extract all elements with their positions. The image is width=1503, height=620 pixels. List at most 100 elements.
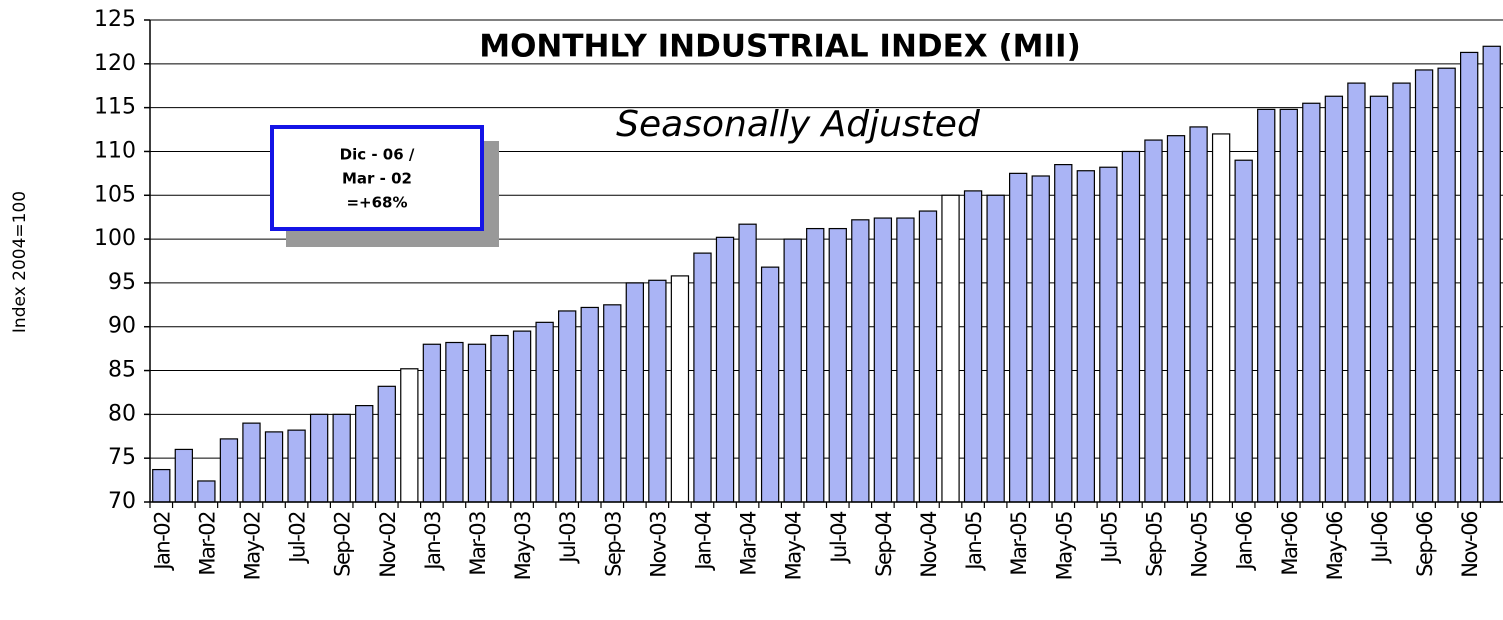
bar bbox=[896, 217, 915, 503]
y-tick-label: 105 bbox=[94, 182, 136, 207]
x-tick-label: Mar-02 bbox=[195, 512, 219, 576]
bar bbox=[1392, 82, 1411, 503]
bar bbox=[603, 304, 622, 503]
bar bbox=[264, 431, 284, 503]
y-tick-label: 120 bbox=[94, 51, 136, 76]
x-tick-label: Sep-02 bbox=[331, 512, 355, 577]
x-tick-label: Mar-06 bbox=[1278, 511, 1302, 576]
y-tick-label: 75 bbox=[108, 445, 136, 470]
bar bbox=[941, 194, 960, 503]
x-tick-label: Sep-06 bbox=[1413, 511, 1437, 577]
x-tick-label: May-02 bbox=[240, 512, 264, 580]
x-tick-label: Sep-05 bbox=[1142, 512, 1166, 577]
bar bbox=[670, 275, 690, 503]
x-tick-label: Jan-06 bbox=[1233, 511, 1257, 572]
x-tick-label: Jan-02 bbox=[150, 512, 174, 572]
bar bbox=[219, 438, 239, 503]
bar bbox=[1189, 126, 1208, 503]
bar bbox=[1302, 102, 1321, 503]
bar bbox=[1324, 95, 1344, 503]
x-tick-label: Jul-04 bbox=[827, 511, 851, 565]
bar bbox=[625, 282, 644, 503]
bar bbox=[715, 236, 735, 503]
y-tick-label: 100 bbox=[94, 226, 136, 251]
x-tick-label: Mar-04 bbox=[737, 511, 761, 576]
bar bbox=[806, 227, 825, 503]
y-tick-label: 95 bbox=[108, 270, 136, 295]
bar bbox=[400, 368, 419, 503]
bar bbox=[1460, 51, 1479, 503]
bar bbox=[1009, 172, 1028, 503]
bar bbox=[1482, 45, 1501, 503]
bar bbox=[377, 385, 396, 503]
x-tick-label: Sep-03 bbox=[601, 512, 625, 577]
bar bbox=[1054, 164, 1073, 503]
bar bbox=[355, 405, 374, 503]
bar bbox=[1234, 159, 1253, 503]
x-tick-label: May-06 bbox=[1323, 511, 1347, 580]
bar bbox=[648, 279, 667, 503]
x-tick-label: May-03 bbox=[511, 512, 535, 580]
y-tick-label: 70 bbox=[108, 489, 136, 514]
bar bbox=[986, 194, 1005, 503]
x-tick-label: Nov-06 bbox=[1458, 511, 1482, 578]
bar bbox=[783, 238, 802, 503]
y-tick-label: 80 bbox=[108, 401, 136, 426]
x-tick-label: Jan-04 bbox=[691, 511, 715, 572]
bar bbox=[490, 334, 509, 503]
bar bbox=[760, 266, 780, 503]
x-tick-label: Jul-02 bbox=[286, 512, 310, 565]
annotation-text: Dic - 06 / bbox=[340, 146, 415, 164]
bar bbox=[1144, 139, 1163, 503]
x-tick-label: Sep-04 bbox=[872, 511, 896, 577]
x-tick-label: Mar-03 bbox=[466, 512, 490, 576]
bar bbox=[152, 468, 171, 503]
x-tick-label: Jul-03 bbox=[556, 512, 580, 565]
bar bbox=[738, 223, 757, 503]
x-tick-label: May-05 bbox=[1052, 512, 1076, 580]
bar bbox=[287, 429, 306, 503]
bar bbox=[1347, 82, 1366, 503]
bar bbox=[1279, 108, 1298, 503]
y-axis-label: Index 2004=100 bbox=[10, 191, 30, 333]
bar bbox=[1414, 69, 1434, 503]
bar bbox=[174, 448, 193, 503]
bar bbox=[512, 330, 532, 503]
bar bbox=[422, 343, 442, 503]
x-tick-label: May-04 bbox=[782, 511, 806, 580]
chart-title: MONTHLY INDUSTRIAL INDEX (MII) bbox=[479, 29, 1081, 65]
annotation-text: =+68% bbox=[346, 194, 407, 212]
grid bbox=[144, 19, 1503, 503]
bar bbox=[851, 219, 870, 503]
bar bbox=[197, 480, 216, 503]
y-tick-label: 115 bbox=[94, 95, 136, 120]
x-tick-label: Jul-05 bbox=[1097, 512, 1121, 565]
bar bbox=[693, 252, 712, 503]
bar bbox=[1257, 108, 1276, 503]
bar bbox=[558, 310, 577, 503]
bar bbox=[1437, 67, 1456, 503]
bar bbox=[918, 210, 938, 503]
bar bbox=[828, 227, 847, 503]
bar bbox=[873, 217, 893, 503]
chart-subtitle: Seasonally Adjusted bbox=[616, 104, 981, 145]
x-tick-label: Nov-04 bbox=[917, 511, 941, 578]
bar bbox=[1031, 175, 1050, 503]
bar bbox=[309, 413, 329, 503]
bar bbox=[580, 306, 599, 503]
bar bbox=[963, 190, 983, 503]
x-tick-label: Nov-03 bbox=[646, 512, 670, 578]
y-tick-label: 110 bbox=[94, 138, 136, 163]
bar bbox=[1099, 166, 1118, 503]
bar bbox=[1369, 95, 1389, 503]
x-tick-label: Jan-05 bbox=[962, 512, 986, 572]
x-tick-label: Mar-05 bbox=[1007, 512, 1031, 576]
bar bbox=[535, 321, 554, 503]
annotation-box bbox=[270, 125, 484, 231]
bar bbox=[445, 341, 464, 503]
bar bbox=[1076, 170, 1095, 503]
annotation-text: Mar - 02 bbox=[342, 170, 412, 188]
bar bbox=[1211, 133, 1231, 503]
bar bbox=[242, 422, 261, 503]
